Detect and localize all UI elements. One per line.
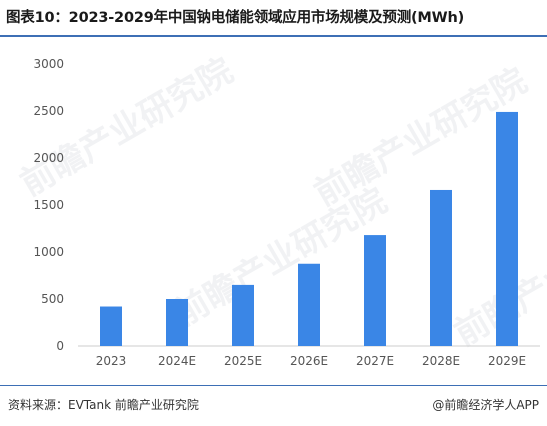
x-tick-label: 2029E [488,354,526,368]
bar-2026E [298,263,320,346]
y-tick-label: 0 [56,339,64,353]
y-tick-label: 500 [41,292,64,306]
x-tick-label: 2028E [422,354,460,368]
bar-2024E [166,299,188,346]
bar-chart: 0 500 1000 1500 2000 2500 3000 2023 2024E 2025E 20… [33,57,540,368]
x-tick-label: 2023 [96,354,127,368]
brand-label: @前瞻经济学人APP [432,398,539,412]
bar-2027E [364,235,386,346]
x-tick-label: 2026E [290,354,328,368]
source-note: 资料来源：EVTank 前瞻产业研究院 [8,398,199,412]
y-tick-label: 1500 [33,198,64,212]
y-tick-label: 3000 [33,57,64,71]
y-tick-label: 2000 [33,151,64,165]
chart-title: 图表10：2023-2029年中国钠电储能领域应用市场规模及预测(MWh) [6,10,465,26]
y-tick-label: 2500 [33,104,64,118]
footer-divider [0,385,547,386]
bar-2023 [100,306,122,346]
x-tick-label: 2027E [356,354,394,368]
bar-2025E [232,284,254,346]
bar-2028E [430,189,452,346]
x-tick-label: 2025E [224,354,262,368]
title-divider [0,35,547,37]
x-tick-label: 2024E [158,354,196,368]
y-tick-label: 1000 [33,245,64,259]
bar-2029E [496,111,518,346]
